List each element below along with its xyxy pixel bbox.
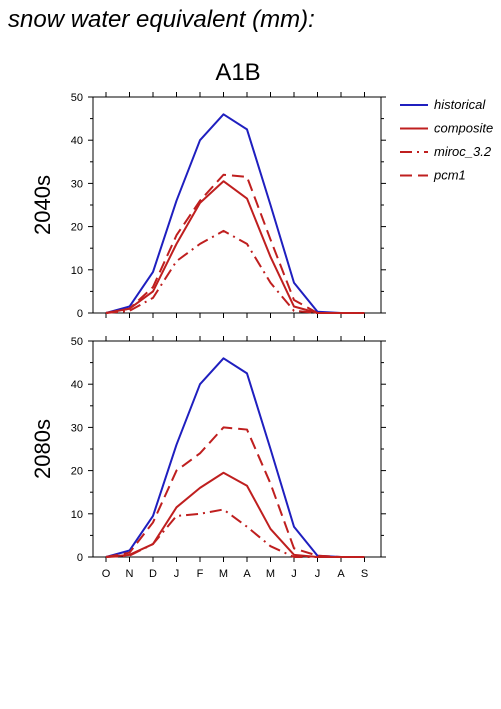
y-tick-label: 20 <box>71 466 83 478</box>
y-tick-label: 20 <box>71 222 83 234</box>
panel-label: 2080s <box>30 419 55 479</box>
panel-2040s: 0 10 20 30 40 50 2040s <box>30 92 386 320</box>
y-tick-label: 40 <box>71 379 83 391</box>
series-line-historical <box>105 357 365 558</box>
x-tick-label: M <box>219 568 228 580</box>
y-tick-label: 50 <box>71 336 83 348</box>
legend-label: pcm1 <box>433 168 466 183</box>
panel-label: 2040s <box>30 175 55 235</box>
legend: historical composite miroc_3.2 pcm1 <box>400 97 493 183</box>
legend-label: historical <box>434 97 486 112</box>
series-line-miroc-3-2 <box>105 229 365 314</box>
x-tick-label: N <box>126 568 134 580</box>
x-tick-label: M <box>266 568 275 580</box>
x-tick-label: A <box>243 568 251 580</box>
y-tick-label: 40 <box>71 135 83 147</box>
y-tick-label: 10 <box>71 265 83 277</box>
series-line-historical <box>105 113 365 314</box>
page-title: snow water equivalent (mm): <box>8 6 315 33</box>
panel-2080s: 0 10 20 30 40 50 O N D J F M A M J J A S 2080s <box>30 336 386 580</box>
series-line-miroc-3-2 <box>105 508 365 558</box>
y-tick-label: 0 <box>77 552 83 564</box>
y-tick-label: 10 <box>71 509 83 521</box>
x-tick-label: F <box>197 568 204 580</box>
plot-frame <box>92 340 382 558</box>
plot-frame <box>92 96 382 314</box>
x-tick-label: J <box>315 568 321 580</box>
scenario-title: A1B <box>215 59 260 86</box>
x-tick-label: O <box>102 568 111 580</box>
series-line-pcm1 <box>105 426 365 558</box>
y-tick-label: 30 <box>71 422 83 434</box>
y-tick-label: 50 <box>71 92 83 104</box>
series-line-composite <box>105 180 365 314</box>
y-tick-label: 30 <box>71 178 83 190</box>
series-line-composite <box>105 471 365 558</box>
x-tick-label: D <box>149 568 157 580</box>
x-tick-label: A <box>337 568 345 580</box>
series-line-pcm1 <box>105 173 365 314</box>
y-tick-label: 0 <box>77 308 83 320</box>
legend-label: miroc_3.2 <box>434 144 492 159</box>
x-tick-label: J <box>174 568 180 580</box>
x-tick-label: J <box>291 568 297 580</box>
x-tick-label: S <box>361 568 368 580</box>
legend-label: composite <box>434 121 493 136</box>
